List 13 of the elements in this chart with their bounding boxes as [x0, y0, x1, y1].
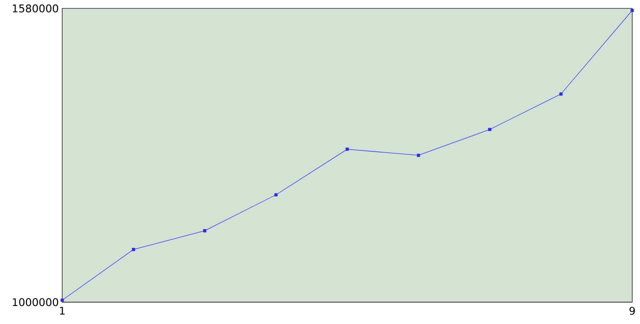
x-tick-label: 9	[630, 306, 635, 315]
x-tick-label: 1	[60, 306, 65, 315]
point	[346, 148, 349, 151]
point	[132, 248, 136, 252]
y-tick-label: 1000000	[12, 298, 58, 306]
point	[488, 128, 492, 132]
point	[416, 154, 420, 157]
point	[559, 92, 563, 96]
point	[60, 298, 64, 302]
point	[274, 193, 278, 196]
point	[630, 8, 634, 12]
y-tick-label: 1580000	[12, 4, 58, 12]
point	[203, 229, 206, 232]
